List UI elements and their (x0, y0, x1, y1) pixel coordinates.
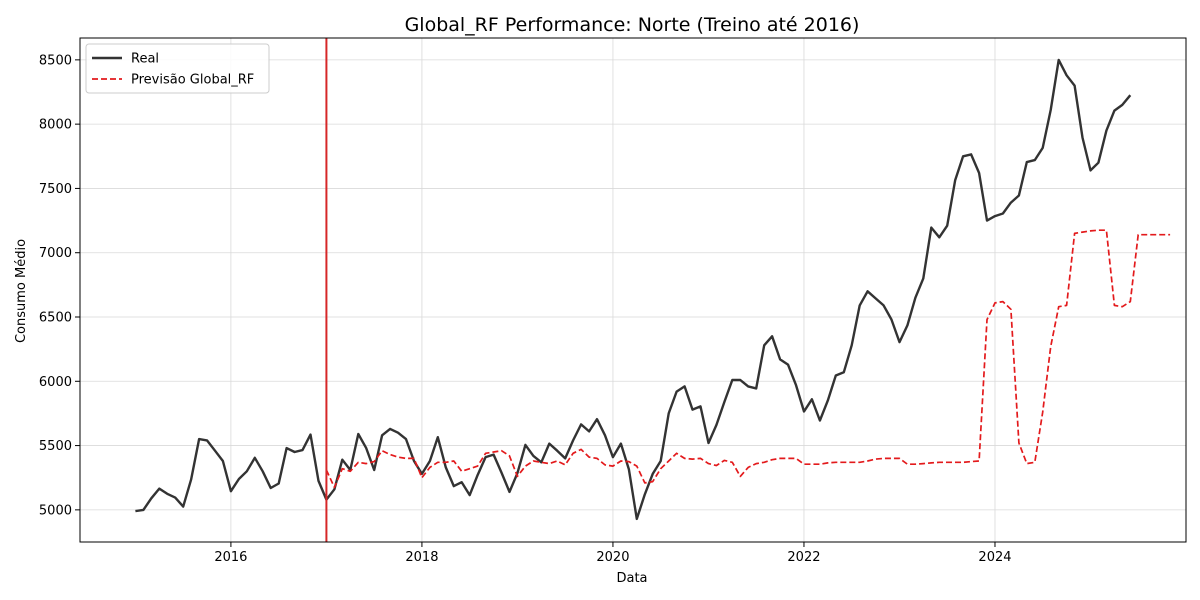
y-tick-label: 5500 (39, 439, 72, 454)
legend-label: Previsão Global_RF (131, 73, 254, 88)
y-tick-label: 8000 (39, 118, 72, 133)
y-tick-label: 6500 (39, 311, 72, 326)
plot-area: 2016 2018 2020 2022 2024 5000 5500 6000 6500 7000… (39, 37, 1187, 565)
x-tick-label: 2020 (596, 550, 629, 565)
legend-box (85, 43, 270, 94)
axes-frame (79, 37, 1187, 543)
series-line-real (135, 58, 1132, 521)
y-tick-label: 5000 (39, 503, 72, 518)
y-tick-label: 8500 (39, 53, 72, 68)
legend-label: Real (131, 52, 159, 67)
y-axis-label: Consumo Médio (14, 239, 29, 343)
legend: Real Previsão Global_RF (85, 43, 270, 94)
x-tick-label: 2016 (214, 550, 247, 565)
y-tick-label: 6000 (39, 375, 72, 390)
y-tick-label: 7000 (39, 246, 72, 261)
x-tick-label: 2018 (405, 550, 438, 565)
x-tick-label: 2024 (978, 550, 1011, 565)
x-axis-label: Data (616, 571, 647, 586)
x-tick-label: 2022 (787, 550, 820, 565)
y-tick-label: 7500 (39, 182, 72, 197)
series-line-previsao (325, 229, 1171, 489)
chart-title: Global_RF Performance: Norte (Treino até… (405, 14, 860, 36)
